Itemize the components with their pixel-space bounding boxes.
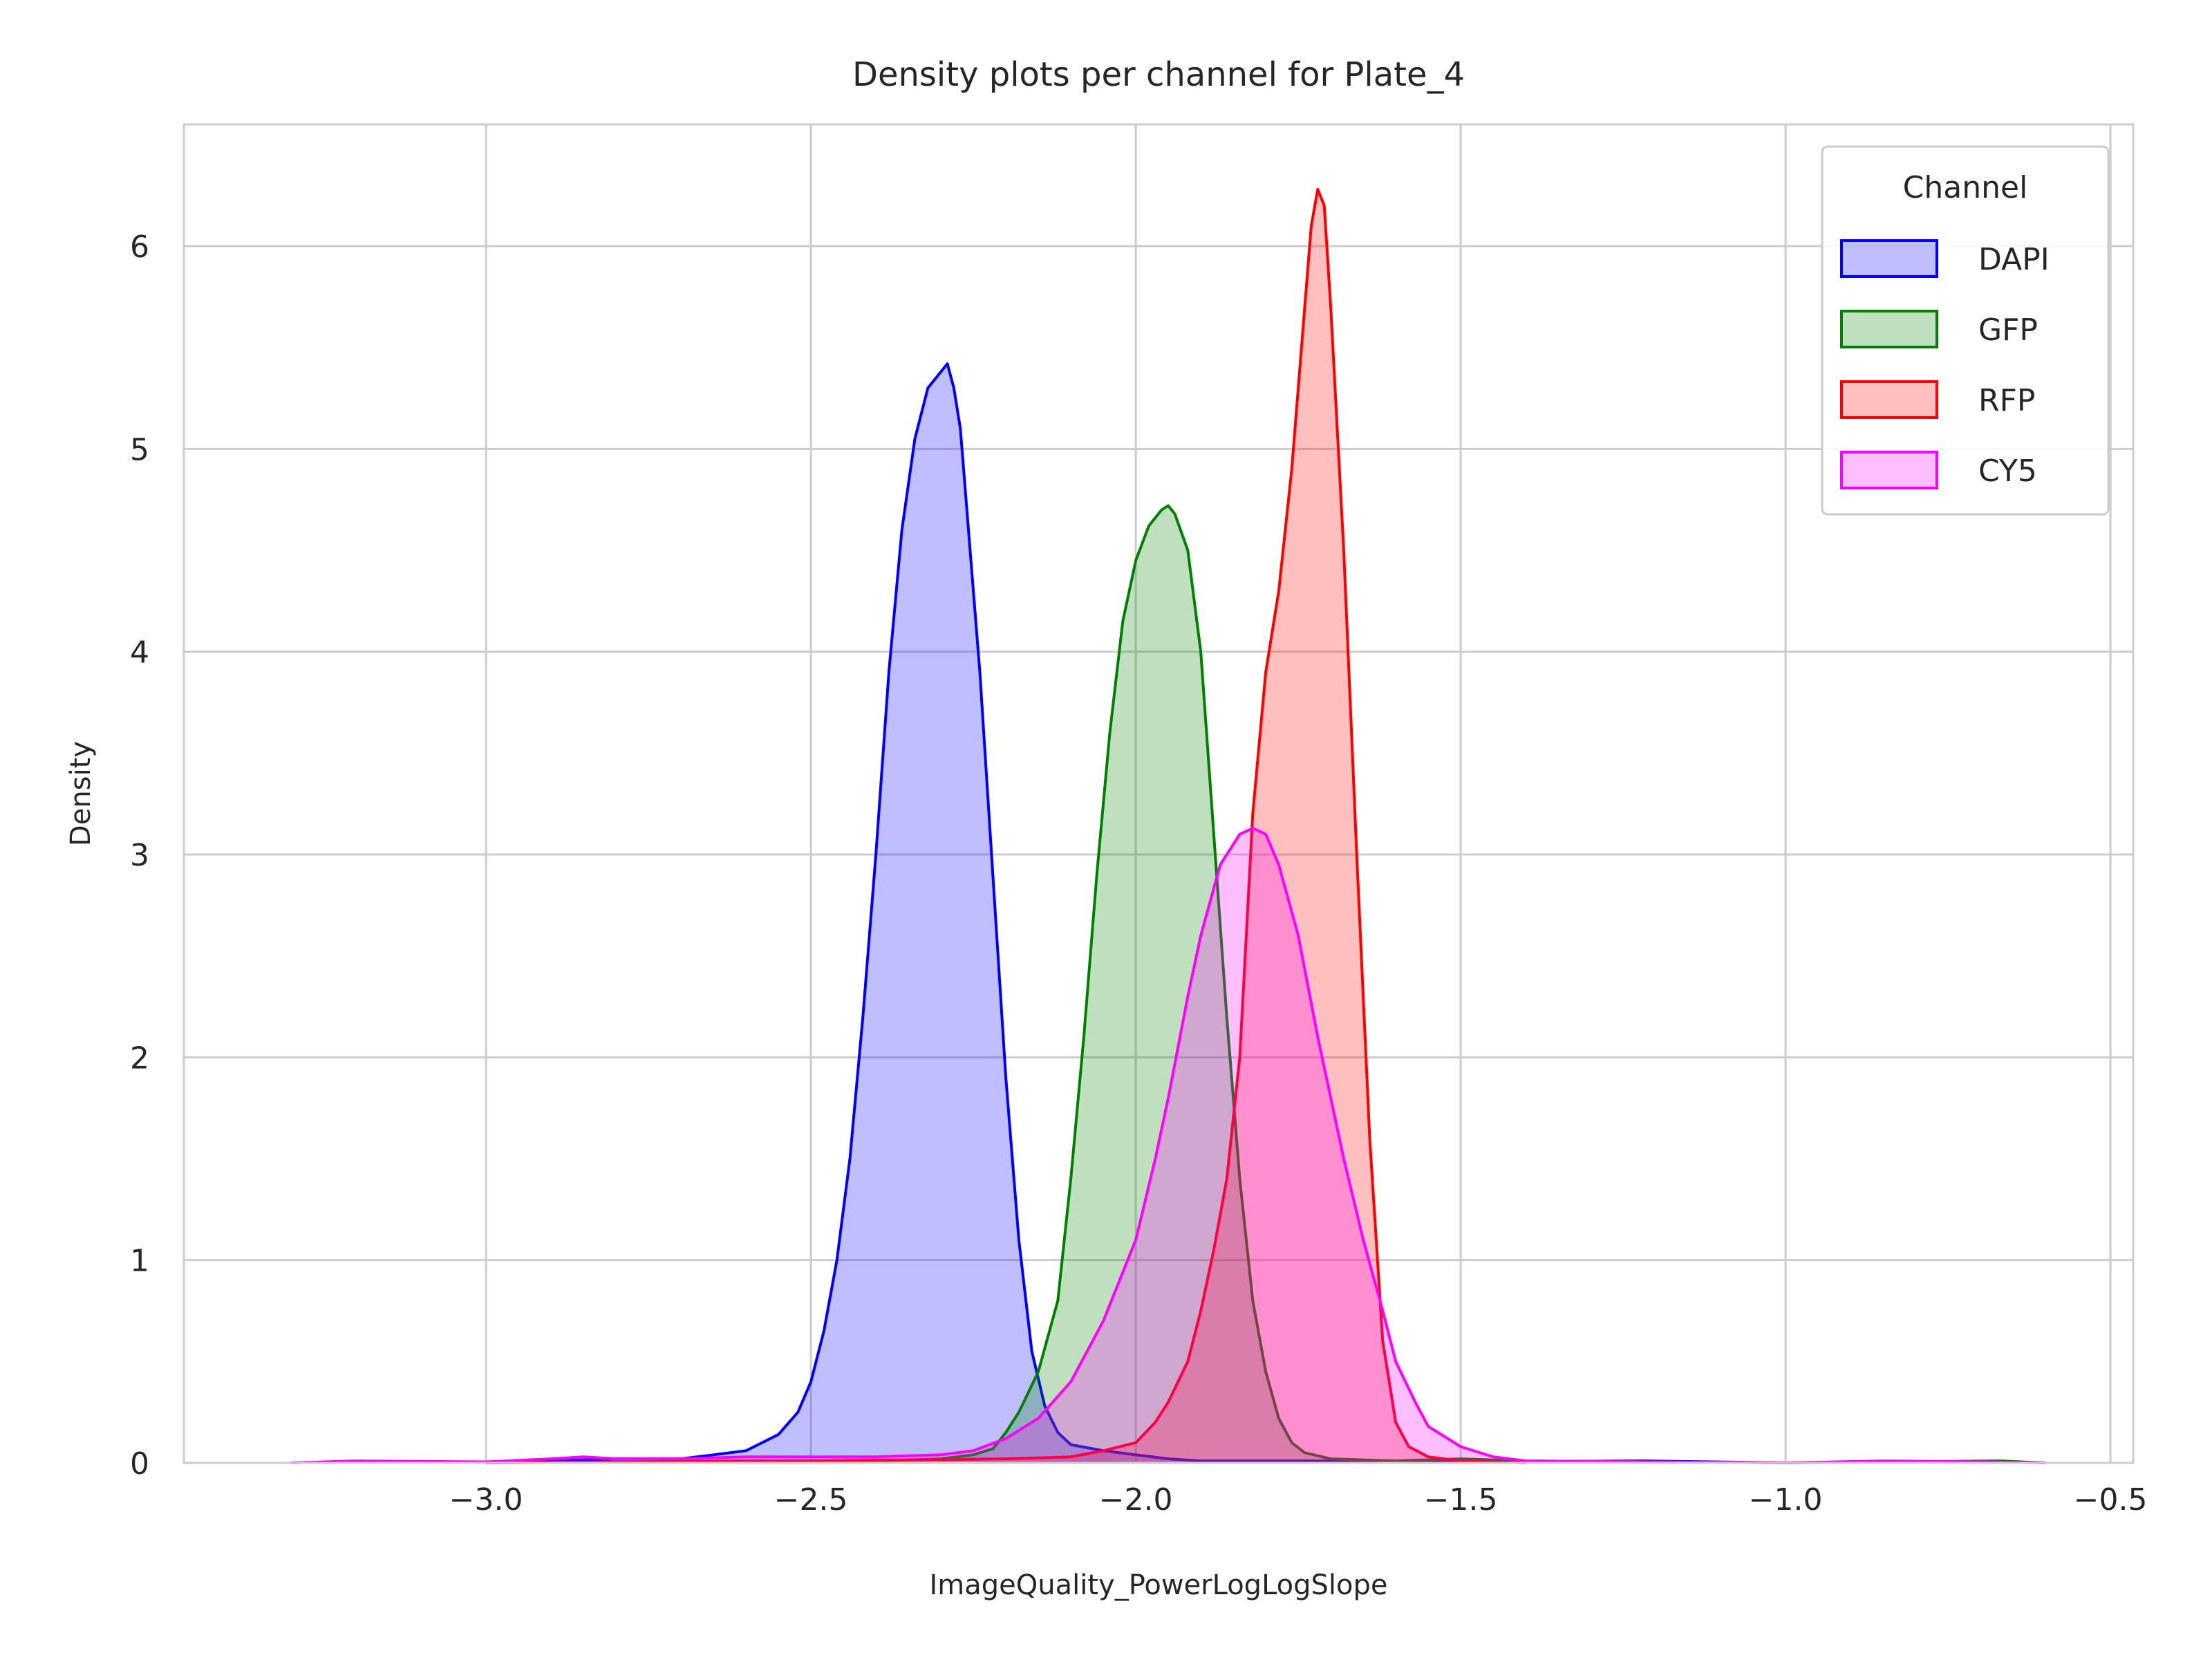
y-tick-label: 6 xyxy=(130,230,149,265)
density-line-dapi xyxy=(486,362,1786,1464)
y-tick-label: 1 xyxy=(130,1244,149,1279)
plot-frame xyxy=(182,123,2135,1464)
x-tick-label: −3.0 xyxy=(449,1482,523,1518)
density-area-cy5 xyxy=(291,828,2046,1463)
chart-title: Density plots per channel for Plate_4 xyxy=(852,55,1465,94)
x-axis-label: ImageQuality_PowerLogLogSlope xyxy=(929,1569,1387,1601)
x-tick-label: −2.5 xyxy=(774,1482,848,1518)
legend-entries: DAPI GFP RFP CY5 xyxy=(1840,239,2050,489)
x-tick-label: −1.0 xyxy=(1749,1482,1823,1518)
legend-label-gfp: GFP xyxy=(1978,312,2038,348)
x-tick-label: −2.0 xyxy=(1099,1482,1173,1518)
x-tick-label: −1.5 xyxy=(1424,1482,1498,1518)
legend-title: Channel xyxy=(1903,170,2028,205)
y-tick-label: 5 xyxy=(130,432,149,467)
y-tick-label: 2 xyxy=(130,1040,149,1076)
density-line-gfp xyxy=(486,504,2046,1464)
y-axis-label: Density xyxy=(65,741,97,846)
y-tick-label: 0 xyxy=(130,1446,149,1482)
tick-labels: −3.0 −2.5 −2.0 −1.5 −1.0 −0.5 0 1 2 3 4 5 6 xyxy=(130,230,2148,1518)
y-tick-label: 3 xyxy=(130,838,149,873)
legend-label-rfp: RFP xyxy=(1978,383,2035,418)
grid-lines xyxy=(184,124,2133,1464)
legend-swatch-cy5 xyxy=(1840,451,1938,489)
series-layer xyxy=(291,187,2046,1464)
density-line-cy5 xyxy=(291,826,2046,1464)
legend: Channel DAPI GFP RFP CY5 xyxy=(1821,145,2110,516)
legend-swatch-dapi xyxy=(1840,239,1938,278)
legend-swatch-gfp xyxy=(1840,310,1938,348)
y-tick-label: 4 xyxy=(130,635,149,671)
density-line-rfp xyxy=(486,187,1526,1464)
legend-frame xyxy=(1821,145,2110,516)
legend-swatch-rfp xyxy=(1840,380,1938,419)
legend-label-cy5: CY5 xyxy=(1978,454,2037,489)
x-tick-label: −0.5 xyxy=(2074,1482,2148,1518)
legend-label-dapi: DAPI xyxy=(1978,242,2050,277)
density-area-rfp xyxy=(486,189,1526,1463)
